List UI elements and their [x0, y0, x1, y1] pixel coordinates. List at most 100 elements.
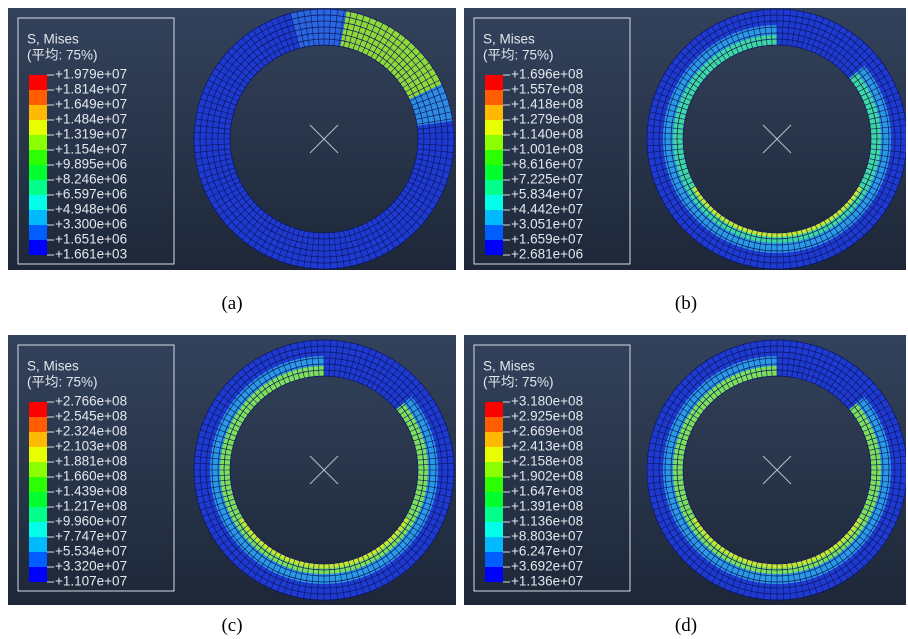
legend-swatch: [485, 492, 503, 507]
legend-label: +9.960e+07: [55, 514, 127, 529]
legend-swatch: [29, 402, 47, 417]
legend-label: +7.225e+07: [511, 172, 583, 187]
legend-label: +1.660e+08: [55, 469, 127, 484]
legend-swatch: [485, 447, 503, 462]
contour-plot: S, Mises(平均: 75%)+1.979e+07+1.814e+07+1.…: [8, 8, 456, 270]
legend-label: +2.669e+08: [511, 424, 583, 439]
legend-label: +2.158e+08: [511, 454, 583, 469]
legend-swatch: [29, 210, 47, 225]
legend-swatch: [29, 417, 47, 432]
legend-swatch: [485, 537, 503, 552]
legend-swatch: [29, 90, 47, 105]
legend-swatch: [29, 75, 47, 90]
legend-label: +3.180e+08: [511, 394, 583, 409]
legend-label: +8.616e+07: [511, 157, 583, 172]
legend-swatch: [29, 105, 47, 120]
legend-swatch: [29, 135, 47, 150]
legend-label: +2.925e+08: [511, 409, 583, 424]
legend-swatch: [29, 195, 47, 210]
legend-swatch: [29, 165, 47, 180]
legend-swatch: [485, 150, 503, 165]
caption: (b): [656, 293, 716, 315]
legend-swatch: [485, 477, 503, 492]
legend-swatch: [29, 567, 47, 582]
contour-plot: S, Mises(平均: 75%)+1.696e+08+1.557e+08+1.…: [464, 8, 906, 270]
legend-swatch: [29, 477, 47, 492]
legend-swatch: [485, 90, 503, 105]
legend-swatch: [29, 180, 47, 195]
legend-label: +1.649e+07: [55, 97, 127, 112]
legend-label: +5.834e+07: [511, 187, 583, 202]
legend-subtitle: (平均: 75%): [483, 375, 554, 390]
legend-label: +1.439e+08: [55, 484, 127, 499]
legend-label: +9.895e+06: [55, 157, 127, 172]
legend-label: +1.154e+07: [55, 142, 127, 157]
legend-swatch: [485, 462, 503, 477]
legend-swatch: [29, 225, 47, 240]
legend-title: S, Mises: [27, 32, 79, 47]
legend-label: +1.279e+08: [511, 112, 583, 127]
legend-label: +3.320e+07: [55, 559, 127, 574]
legend-swatch: [29, 462, 47, 477]
legend-label: +8.246e+06: [55, 172, 127, 187]
legend-label: +1.001e+08: [511, 142, 583, 157]
legend-swatch: [29, 537, 47, 552]
legend-label: +4.948e+06: [55, 202, 127, 217]
legend-swatch: [485, 567, 503, 582]
legend-swatch: [485, 105, 503, 120]
legend-label: +1.107e+07: [55, 574, 127, 589]
legend-label: +1.557e+08: [511, 82, 583, 97]
legend-label: +2.103e+08: [55, 439, 127, 454]
legend-subtitle: (平均: 75%): [27, 48, 98, 63]
legend-swatch: [29, 552, 47, 567]
legend-subtitle: (平均: 75%): [483, 48, 554, 63]
legend-label: +1.659e+07: [511, 232, 583, 247]
legend-label: +4.442e+07: [511, 202, 583, 217]
legend-label: +1.319e+07: [55, 127, 127, 142]
legend-label: +1.902e+08: [511, 469, 583, 484]
legend-swatch: [29, 120, 47, 135]
legend-label: +1.647e+08: [511, 484, 583, 499]
legend-label: +2.324e+08: [55, 424, 127, 439]
legend-label: +1.696e+08: [511, 67, 583, 82]
contour-plot: S, Mises(平均: 75%)+3.180e+08+2.925e+08+2.…: [464, 335, 906, 605]
legend-swatch: [485, 225, 503, 240]
legend-label: +6.597e+06: [55, 187, 127, 202]
legend-title: S, Mises: [483, 359, 535, 374]
contour-plot: S, Mises(平均: 75%)+2.766e+08+2.545e+08+2.…: [8, 335, 456, 605]
legend-swatch: [29, 447, 47, 462]
legend-label: +2.766e+08: [55, 394, 127, 409]
legend-label: +1.814e+07: [55, 82, 127, 97]
legend-label: +2.545e+08: [55, 409, 127, 424]
legend-swatch: [485, 195, 503, 210]
legend-label: +8.803e+07: [511, 529, 583, 544]
legend-swatch: [29, 492, 47, 507]
legend-label: +1.391e+08: [511, 499, 583, 514]
legend-swatch: [485, 240, 503, 255]
legend-swatch: [485, 75, 503, 90]
legend-label: +3.300e+06: [55, 217, 127, 232]
legend-swatch: [485, 165, 503, 180]
legend-label: +1.979e+07: [55, 67, 127, 82]
figure: S, Mises(平均: 75%)+1.979e+07+1.814e+07+1.…: [0, 0, 908, 639]
legend-swatch: [485, 507, 503, 522]
legend-swatch: [29, 432, 47, 447]
legend-swatch: [485, 180, 503, 195]
caption: (c): [202, 615, 262, 637]
legend-swatch: [485, 552, 503, 567]
legend-label: +1.140e+08: [511, 127, 583, 142]
legend-label: +5.534e+07: [55, 544, 127, 559]
legend-swatch: [485, 432, 503, 447]
legend-label: +1.881e+08: [55, 454, 127, 469]
legend-label: +6.247e+07: [511, 544, 583, 559]
legend-label: +1.418e+08: [511, 97, 583, 112]
legend-label: +1.136e+07: [511, 574, 583, 589]
legend-title: S, Mises: [27, 359, 79, 374]
legend-title: S, Mises: [483, 32, 535, 47]
caption: (a): [202, 293, 262, 315]
legend-swatch: [29, 150, 47, 165]
caption: (d): [656, 615, 716, 637]
legend-swatch: [485, 120, 503, 135]
legend-label: +2.413e+08: [511, 439, 583, 454]
legend-swatch: [485, 417, 503, 432]
